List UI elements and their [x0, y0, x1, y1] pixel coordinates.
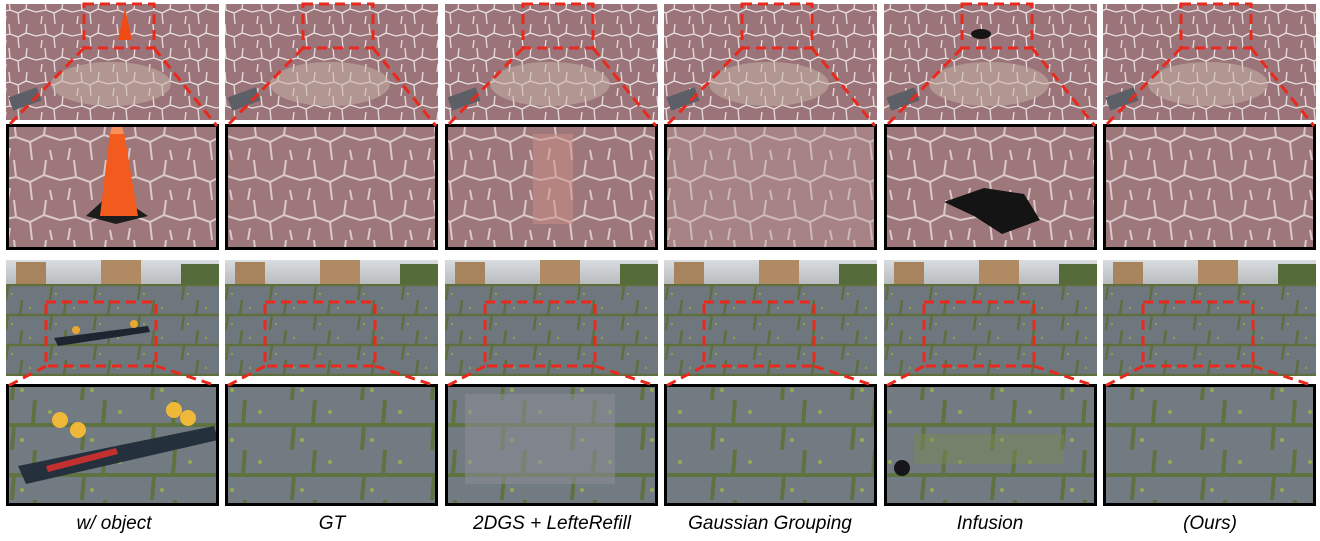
panel-gaussian-grouping-scene-1	[664, 4, 877, 120]
zoom-line-right	[813, 364, 876, 388]
highlight-box	[301, 2, 375, 50]
zoom-line-right	[1249, 47, 1316, 127]
zoom-line-right	[594, 364, 657, 388]
artifact-dark	[894, 460, 910, 476]
panel-gt-crop-2	[225, 384, 438, 506]
zoom-line-left	[885, 364, 925, 388]
caption-infusion: Infusion	[956, 513, 1024, 534]
zoom-line-right	[371, 47, 438, 127]
crop-border	[225, 384, 438, 506]
panel-with-object-scene-2	[6, 260, 219, 376]
caption-gt: GT	[318, 513, 346, 534]
zoom-line-left	[445, 46, 525, 128]
panel-infusion-crop-2	[884, 384, 1097, 506]
artifact-small	[971, 29, 991, 39]
artifact-blob	[944, 188, 1040, 234]
zoom-line-right	[1252, 364, 1315, 388]
panel-ours-crop-1	[1103, 124, 1316, 250]
zoom-line-left	[664, 46, 744, 128]
panel-gt-scene-1	[225, 4, 438, 120]
panel-ours-scene-2	[1103, 260, 1316, 376]
skateboard	[18, 426, 218, 484]
panel-infusion-scene-2	[884, 260, 1097, 376]
panel-gaussian-grouping-scene-2	[664, 260, 877, 376]
skateboard-small	[54, 326, 150, 346]
zoom-line-right	[1030, 47, 1097, 127]
zoom-line-right	[152, 47, 219, 127]
highlight-box	[922, 300, 1036, 368]
artifact-smear	[914, 434, 1064, 464]
panel-gaussian-grouping-crop-1	[664, 124, 877, 250]
crop-border	[664, 124, 877, 250]
highlight-box	[82, 2, 156, 50]
zoom-line-right	[810, 47, 877, 127]
crop-border	[225, 124, 438, 250]
highlight-box	[1179, 2, 1253, 50]
highlight-box	[1141, 300, 1255, 368]
highlight-box	[521, 2, 595, 50]
panel-with-object-crop-1	[6, 124, 219, 250]
zoom-line-right	[155, 364, 218, 388]
crop-border	[445, 384, 658, 506]
panel-infusion-crop-1	[884, 124, 1097, 250]
panel-with-object-scene-1	[6, 4, 219, 120]
panel-2dgs-lefterefill-scene-1	[445, 4, 658, 120]
crop-border	[884, 384, 1097, 506]
panel-ours-crop-2	[1103, 384, 1316, 506]
panel-2dgs-lefterefill-scene-2	[445, 260, 658, 376]
zoom-line-left	[226, 364, 266, 388]
zoom-line-left	[446, 364, 486, 388]
crop-border	[445, 124, 658, 250]
panel-gt-scene-2	[225, 260, 438, 376]
blurred-cone-residue	[533, 134, 573, 224]
zoom-line-left	[884, 46, 964, 128]
panel-gt-crop-1	[225, 124, 438, 250]
zoom-line-right	[374, 364, 437, 388]
panel-2dgs-lefterefill-crop-1	[445, 124, 658, 250]
highlight-box	[263, 300, 377, 368]
panel-with-object-crop-2	[6, 384, 219, 506]
zoom-line-left	[7, 364, 47, 388]
crop-border	[884, 124, 1097, 250]
crop-border	[1103, 124, 1316, 250]
highlight-box	[960, 2, 1034, 50]
zoom-line-left	[1104, 364, 1144, 388]
highlight-box	[740, 2, 814, 50]
method-captions: w/ object GT 2DGS + LefteRefill Gaussian…	[0, 510, 1320, 541]
highlight-box	[44, 300, 158, 368]
cone	[100, 132, 138, 216]
panel-infusion-scene-1	[884, 4, 1097, 120]
zoom-line-right	[1033, 364, 1096, 388]
zoom-line-left	[6, 46, 86, 128]
zoom-line-left	[225, 46, 305, 128]
crop-border	[1103, 384, 1316, 506]
highlight-box	[483, 300, 597, 368]
zoom-line-right	[591, 47, 658, 127]
caption-ours: (Ours)	[1183, 513, 1237, 534]
crop-border	[6, 384, 219, 506]
panel-2dgs-lefterefill-crop-2	[445, 384, 658, 506]
crop-border	[6, 124, 219, 250]
cone-small	[118, 8, 132, 40]
panel-ours-scene-1	[1103, 4, 1316, 120]
crop-border	[664, 384, 877, 506]
zoom-line-left	[1103, 46, 1183, 128]
zoom-line-left	[665, 364, 705, 388]
highlight-box	[702, 300, 816, 368]
caption-gaussian-grouping: Gaussian Grouping	[688, 513, 852, 534]
caption-2dgs-lefterefill: 2DGS + LefteRefill	[473, 513, 631, 534]
panel-gaussian-grouping-crop-2	[664, 384, 877, 506]
blurred-region	[465, 394, 615, 484]
caption-with-object: w/ object	[76, 513, 152, 534]
